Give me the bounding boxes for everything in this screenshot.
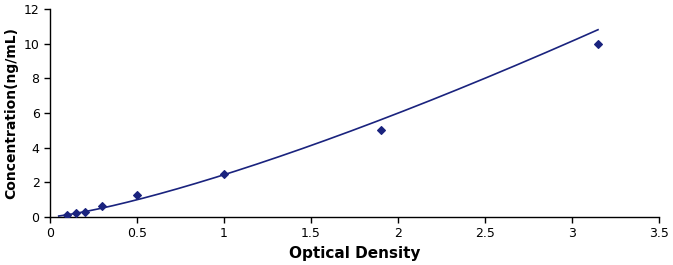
X-axis label: Optical Density: Optical Density (289, 246, 420, 261)
Y-axis label: Concentration(ng/mL): Concentration(ng/mL) (4, 27, 18, 199)
